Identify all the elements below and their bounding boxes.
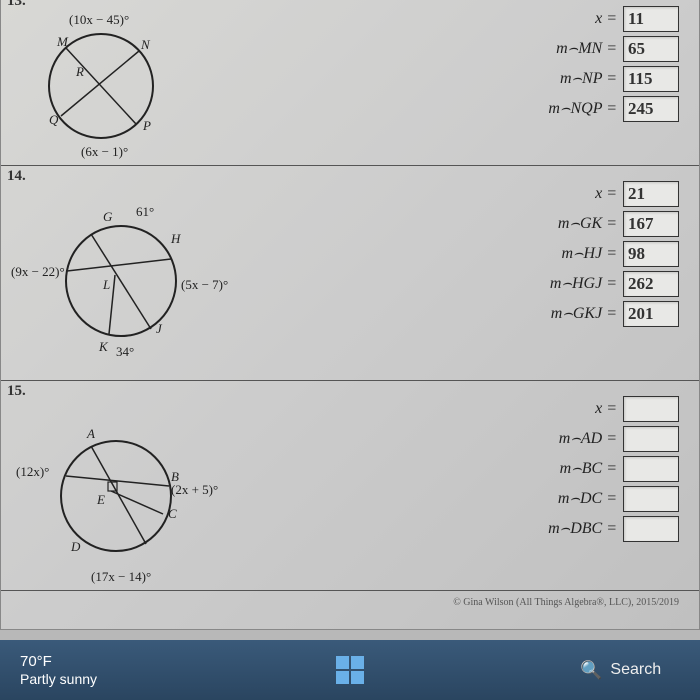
problem-14-diagram: 61° 34° (9x − 22)° (5x − 7)° G H L J K [11, 171, 271, 385]
svg-text:E: E [96, 492, 105, 507]
svg-text:B: B [171, 469, 179, 484]
answer-label: m⌢DBC = [548, 520, 617, 538]
windows-start-icon[interactable] [336, 656, 364, 684]
svg-text:(5x − 7)°: (5x − 7)° [181, 277, 228, 292]
answer-label: m⌢AD = [559, 430, 617, 448]
answer-box[interactable] [623, 516, 679, 542]
answer-box[interactable]: 245 [623, 96, 679, 122]
weather-temp: 70°F [20, 653, 97, 671]
svg-text:(12x)°: (12x)° [16, 464, 49, 479]
svg-text:61°: 61° [136, 204, 154, 219]
answer-line: m⌢GKJ = 201 [479, 301, 679, 327]
answer-box[interactable]: 65 [623, 36, 679, 62]
svg-text:(10x − 45)°: (10x − 45)° [69, 12, 129, 27]
svg-text:(2x + 5)°: (2x + 5)° [171, 482, 218, 497]
taskbar-search[interactable]: 🔍 Search [580, 640, 700, 700]
answer-label: m⌢BC = [560, 460, 617, 478]
svg-text:34°: 34° [116, 344, 134, 359]
answer-box[interactable] [623, 396, 679, 422]
worksheet-page: 13. (10x − 45)° (6x − 1)° M N R Q P x =1… [0, 0, 700, 630]
answer-box[interactable]: 262 [623, 271, 679, 297]
svg-text:N: N [140, 37, 151, 52]
svg-text:K: K [98, 339, 109, 354]
svg-text:L: L [102, 277, 110, 292]
answer-line: m⌢NQP = 245 [479, 96, 679, 122]
answer-label: x = [595, 400, 617, 418]
answer-box[interactable]: 201 [623, 301, 679, 327]
answer-box[interactable] [623, 456, 679, 482]
answer-label: x = [595, 10, 617, 28]
answer-line: m⌢HJ = 98 [479, 241, 679, 267]
svg-text:G: G [103, 209, 113, 224]
windows-taskbar[interactable]: 70°F Partly sunny 🔍 Search [0, 640, 700, 700]
answer-label: m⌢NP = [560, 70, 617, 88]
answer-line: m⌢AD = [479, 426, 679, 452]
svg-text:J: J [156, 321, 163, 336]
problem-14-answers: x = 21 m⌢GK = 167 m⌢HJ = 98 m⌢HGJ = 262 m⌢GK… [479, 181, 679, 331]
answer-label: m⌢DC = [558, 490, 617, 508]
answer-label: m⌢HGJ = [550, 275, 617, 293]
answer-box[interactable]: 115 [623, 66, 679, 92]
answer-box[interactable] [623, 426, 679, 452]
weather-condition: Partly sunny [20, 671, 97, 688]
svg-text:H: H [170, 231, 181, 246]
answer-line: x = 21 [479, 181, 679, 207]
answer-label: m⌢NQP = [548, 100, 617, 118]
answer-line: m⌢HGJ = 262 [479, 271, 679, 297]
svg-text:D: D [70, 539, 81, 554]
svg-text:A: A [86, 426, 95, 441]
search-label: Search [610, 661, 661, 679]
answer-line: m⌢DC = [479, 486, 679, 512]
answer-label: m⌢HJ = [561, 245, 617, 263]
problem-15-row: 15. (12x)° (2x + 5)° (17x − 14)° A B C D… [1, 381, 699, 591]
answer-label: m⌢GK = [558, 215, 617, 233]
answer-box[interactable]: 11 [623, 6, 679, 32]
answer-line: x = 11 [479, 6, 679, 32]
problem-15-diagram: (12x)° (2x + 5)° (17x − 14)° A B C D E [11, 386, 271, 595]
svg-text:R: R [75, 64, 84, 79]
svg-text:Q: Q [49, 112, 59, 127]
svg-text:C: C [168, 506, 177, 521]
svg-text:P: P [142, 118, 151, 133]
answer-line: m⌢MN = 65 [479, 36, 679, 62]
answer-box[interactable]: 167 [623, 211, 679, 237]
svg-text:(6x − 1)°: (6x − 1)° [81, 144, 128, 159]
problem-14-row: 14. 61° 34° (9x − 22)° (5x − 7)° G H L J… [1, 166, 699, 381]
answer-line: m⌢DBC = [479, 516, 679, 542]
taskbar-weather[interactable]: 70°F Partly sunny [0, 653, 97, 688]
svg-text:(17x − 14)°: (17x − 14)° [91, 569, 151, 584]
problem-15-answers: x = m⌢AD = m⌢BC = m⌢DC = m⌢DBC = [479, 396, 679, 546]
answer-line: m⌢GK = 167 [479, 211, 679, 237]
problem-13-diagram: (10x − 45)° (6x − 1)° M N R Q P [11, 0, 271, 170]
answer-box[interactable]: 21 [623, 181, 679, 207]
answer-label: m⌢MN = [556, 40, 617, 58]
problem-13-answers: x = 11 m⌢MN = 65 m⌢NP = 115 m⌢NQP = 245 [479, 6, 679, 126]
problem-13-row: 13. (10x − 45)° (6x − 1)° M N R Q P x =1… [1, 0, 699, 166]
answer-box[interactable]: 98 [623, 241, 679, 267]
answer-line: x = [479, 396, 679, 422]
answer-line: m⌢BC = [479, 456, 679, 482]
answer-box[interactable] [623, 486, 679, 512]
answer-line: m⌢NP = 115 [479, 66, 679, 92]
svg-text:M: M [56, 34, 69, 49]
svg-text:(9x − 22)°: (9x − 22)° [11, 264, 65, 279]
answer-label: m⌢GKJ = [551, 305, 617, 323]
search-icon: 🔍 [580, 660, 602, 681]
answer-label: x = [595, 185, 617, 203]
